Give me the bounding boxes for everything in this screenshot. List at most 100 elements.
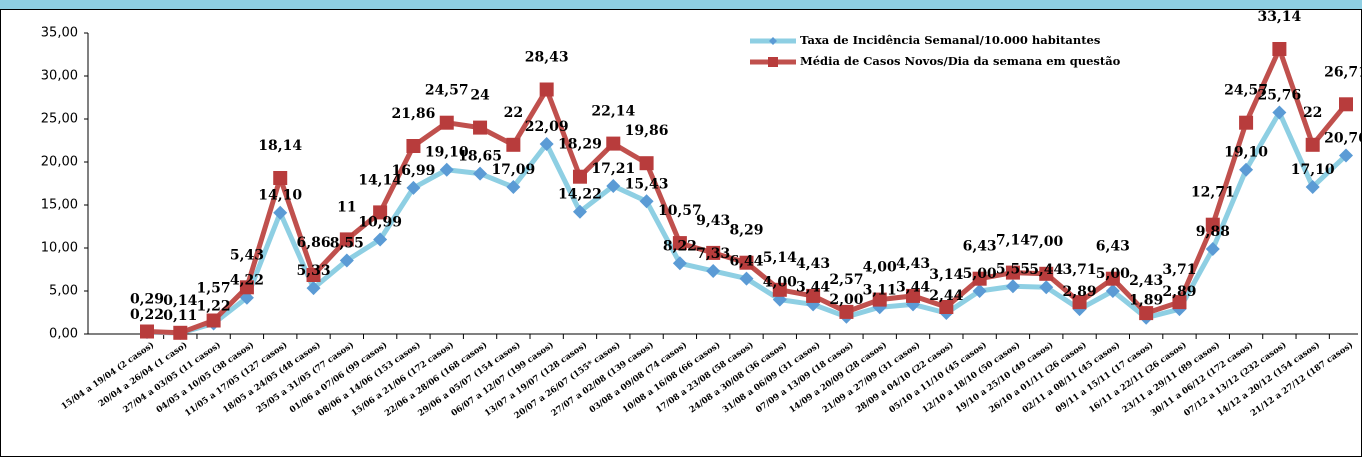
data-label: 2,57 bbox=[829, 272, 863, 288]
data-label: 5,55 bbox=[996, 261, 1030, 277]
square-marker bbox=[140, 324, 154, 339]
legend-marker bbox=[769, 37, 777, 45]
data-label: 12,71 bbox=[1191, 185, 1235, 201]
diamond-marker bbox=[639, 194, 654, 209]
square-marker bbox=[1239, 115, 1254, 130]
diamond-marker bbox=[1205, 242, 1220, 257]
y-tick-label: 20,00 bbox=[41, 155, 78, 170]
y-tick-label: 15,00 bbox=[41, 198, 78, 213]
square-marker bbox=[539, 82, 554, 97]
data-label: 7,33 bbox=[696, 246, 730, 262]
data-label: 2,89 bbox=[1063, 284, 1097, 300]
square-marker bbox=[1039, 266, 1054, 281]
diamond-marker bbox=[339, 253, 354, 268]
square-marker bbox=[939, 299, 954, 314]
diamond-marker bbox=[306, 281, 321, 296]
data-label: 24 bbox=[470, 88, 490, 104]
data-label: 22 bbox=[504, 105, 523, 121]
data-label: 0,22 bbox=[130, 307, 164, 323]
data-label: 7,14 bbox=[996, 233, 1030, 249]
square-marker bbox=[606, 136, 621, 151]
square-marker bbox=[206, 313, 221, 328]
y-tick-label: 35,00 bbox=[41, 26, 78, 41]
square-marker bbox=[473, 120, 488, 135]
diamond-marker bbox=[1305, 179, 1320, 194]
data-label: 25,76 bbox=[1257, 87, 1301, 103]
square-marker bbox=[306, 268, 321, 283]
data-label: 5,14 bbox=[763, 250, 797, 266]
legend-marker bbox=[768, 57, 778, 67]
square-marker bbox=[273, 170, 288, 185]
square-marker bbox=[373, 205, 388, 220]
data-label: 21,86 bbox=[392, 106, 436, 122]
data-label: 4,43 bbox=[896, 256, 930, 272]
header-bar bbox=[0, 0, 1362, 9]
data-label: 3,44 bbox=[896, 279, 930, 295]
square-marker bbox=[706, 245, 721, 260]
data-label: 7,00 bbox=[1029, 234, 1063, 250]
square-marker bbox=[1305, 137, 1320, 152]
data-label: 17,09 bbox=[491, 162, 535, 178]
square-marker bbox=[772, 282, 787, 297]
square-marker bbox=[1339, 97, 1353, 112]
data-label: 1,57 bbox=[197, 280, 231, 296]
data-label: 2,89 bbox=[1162, 284, 1196, 300]
data-label: 22 bbox=[1303, 105, 1322, 121]
square-marker bbox=[639, 156, 654, 171]
diamond-marker bbox=[1105, 284, 1120, 298]
data-label: 33,14 bbox=[1257, 9, 1301, 25]
data-label: 2,00 bbox=[829, 292, 863, 308]
data-label: 18,65 bbox=[458, 149, 502, 165]
data-label: 10,57 bbox=[658, 203, 702, 219]
data-label: 14,14 bbox=[358, 172, 402, 188]
data-label: 24,57 bbox=[1224, 83, 1268, 99]
data-label: 15,43 bbox=[625, 176, 669, 192]
y-tick-label: 0,00 bbox=[49, 327, 78, 342]
data-label: 0,29 bbox=[130, 292, 164, 308]
diamond-marker bbox=[1239, 162, 1254, 177]
data-label: 8,22 bbox=[663, 238, 697, 254]
data-label: 1,22 bbox=[197, 299, 231, 315]
data-label: 11 bbox=[337, 199, 356, 215]
square-marker bbox=[339, 232, 354, 247]
legend-label: Média de Casos Novos/Dia da semana em qu… bbox=[800, 54, 1121, 68]
square-marker bbox=[506, 137, 521, 152]
diamond-marker bbox=[539, 137, 554, 152]
diamond-marker bbox=[1039, 280, 1054, 295]
data-label: 24,57 bbox=[425, 83, 469, 99]
data-label: 18,14 bbox=[258, 138, 302, 154]
data-label: 9,43 bbox=[696, 213, 730, 229]
square-marker bbox=[1139, 306, 1154, 321]
data-label: 3,14 bbox=[929, 267, 963, 283]
data-label: 8,55 bbox=[330, 235, 364, 251]
square-marker bbox=[1172, 295, 1187, 310]
legend-label: Taxa de Incidência Semanal/10.000 habita… bbox=[800, 33, 1100, 47]
data-label: 5,00 bbox=[963, 266, 997, 282]
y-tick-label: 5,00 bbox=[49, 284, 78, 299]
y-tick-label: 10,00 bbox=[41, 241, 78, 256]
y-tick-label: 25,00 bbox=[41, 112, 78, 127]
square-marker bbox=[672, 236, 687, 251]
data-label: 14,10 bbox=[258, 188, 302, 204]
diamond-marker bbox=[972, 284, 987, 298]
diamond-marker bbox=[1005, 279, 1020, 294]
diamond-marker bbox=[439, 162, 454, 177]
diamond-marker bbox=[473, 166, 488, 181]
square-marker bbox=[739, 255, 754, 270]
square-marker bbox=[406, 139, 421, 154]
data-label: 2,43 bbox=[1129, 273, 1163, 289]
data-label: 4,22 bbox=[230, 273, 264, 289]
data-label: 19,10 bbox=[425, 145, 469, 161]
data-label: 2,44 bbox=[929, 288, 963, 304]
data-label: 19,86 bbox=[625, 123, 669, 139]
data-label: 22,14 bbox=[591, 104, 635, 120]
data-label: 14,22 bbox=[558, 187, 602, 203]
square-marker bbox=[839, 304, 854, 319]
data-label: 17,10 bbox=[1291, 162, 1335, 178]
data-label: 6,43 bbox=[963, 239, 997, 255]
data-label: 10,99 bbox=[358, 214, 402, 230]
diamond-marker bbox=[1339, 148, 1353, 163]
data-label: 3,71 bbox=[1162, 262, 1196, 278]
diamond-marker bbox=[572, 204, 587, 219]
data-label: 9,88 bbox=[1196, 224, 1230, 240]
